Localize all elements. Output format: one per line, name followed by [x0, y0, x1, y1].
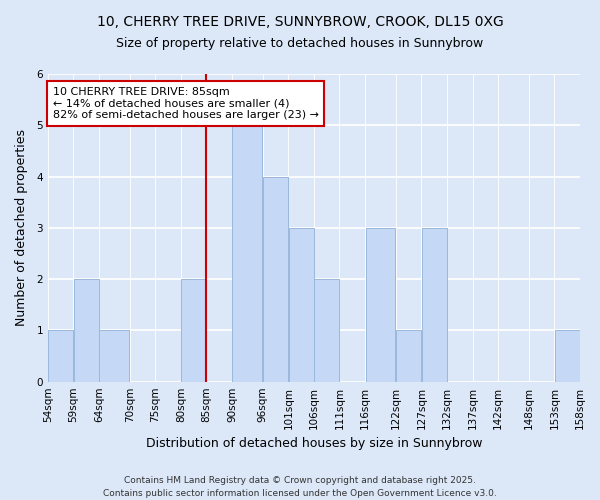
Bar	[289, 228, 314, 382]
Bar	[100, 330, 129, 382]
Text: Contains HM Land Registry data © Crown copyright and database right 2025.
Contai: Contains HM Land Registry data © Crown c…	[103, 476, 497, 498]
Y-axis label: Number of detached properties: Number of detached properties	[15, 130, 28, 326]
Bar	[181, 279, 206, 382]
Bar	[48, 330, 73, 382]
Text: 10 CHERRY TREE DRIVE: 85sqm
← 14% of detached houses are smaller (4)
82% of semi: 10 CHERRY TREE DRIVE: 85sqm ← 14% of det…	[53, 87, 319, 120]
Bar	[232, 126, 262, 382]
Bar	[263, 176, 288, 382]
Bar	[555, 330, 580, 382]
X-axis label: Distribution of detached houses by size in Sunnybrow: Distribution of detached houses by size …	[146, 437, 482, 450]
Bar	[396, 330, 421, 382]
Bar	[365, 228, 395, 382]
Bar	[422, 228, 446, 382]
Bar	[74, 279, 98, 382]
Text: 10, CHERRY TREE DRIVE, SUNNYBROW, CROOK, DL15 0XG: 10, CHERRY TREE DRIVE, SUNNYBROW, CROOK,…	[97, 15, 503, 29]
Bar	[314, 279, 339, 382]
Text: Size of property relative to detached houses in Sunnybrow: Size of property relative to detached ho…	[116, 38, 484, 51]
